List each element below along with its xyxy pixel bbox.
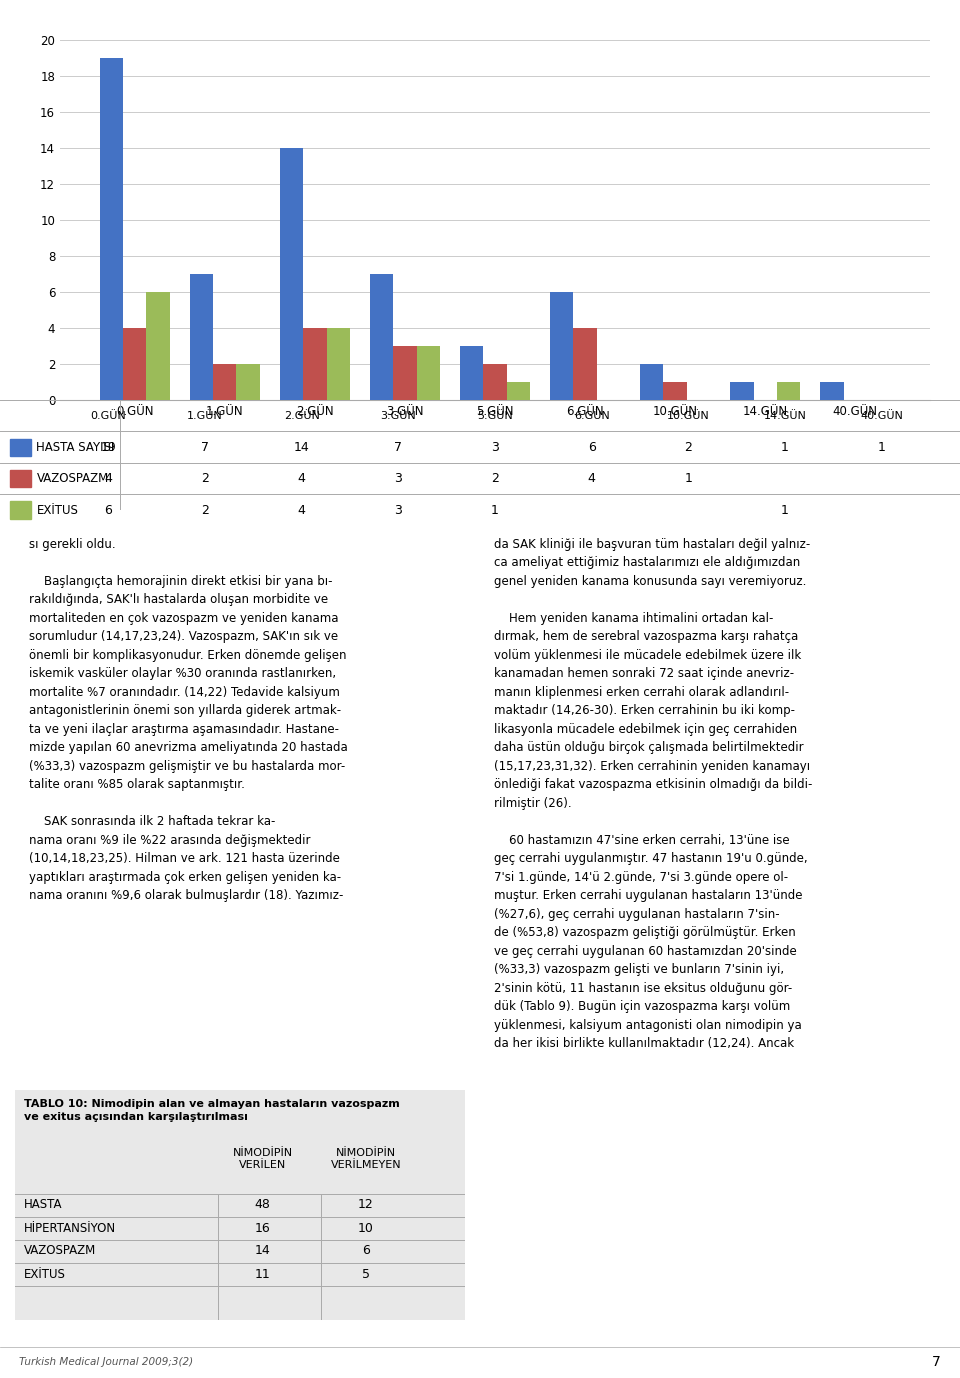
Bar	[190, 274, 213, 400]
Text: 2: 2	[684, 441, 692, 453]
Text: 7: 7	[395, 441, 402, 453]
Text: EXİTUS: EXİTUS	[36, 503, 79, 517]
Text: HİPERTANSİYON: HİPERTANSİYON	[24, 1221, 116, 1235]
Bar	[236, 364, 260, 400]
Bar	[731, 382, 754, 400]
Text: NİMODİPİN
VERİLEN: NİMODİPİN VERİLEN	[232, 1148, 293, 1170]
Text: 14: 14	[254, 1244, 271, 1258]
Text: 2.GÜN: 2.GÜN	[284, 411, 320, 420]
Bar	[460, 346, 483, 400]
Bar	[550, 292, 573, 400]
Text: 1.GÜN: 1.GÜN	[187, 411, 223, 420]
Text: NİMODİPİN
VERİLMEYEN: NİMODİPİN VERİLMEYEN	[330, 1148, 401, 1170]
Text: 3: 3	[395, 473, 402, 485]
Text: 2: 2	[201, 503, 209, 517]
Bar	[777, 382, 801, 400]
Text: 7: 7	[201, 441, 209, 453]
Text: 1: 1	[781, 441, 789, 453]
Bar	[279, 147, 303, 400]
Text: HASTA SAYISI: HASTA SAYISI	[36, 441, 115, 453]
Bar	[507, 382, 530, 400]
Text: 0.GÜN: 0.GÜN	[90, 411, 126, 420]
Text: 4: 4	[298, 473, 305, 485]
Text: 7: 7	[932, 1355, 941, 1370]
Text: 5.GÜN: 5.GÜN	[477, 411, 513, 420]
Text: 14: 14	[294, 441, 309, 453]
Text: 10: 10	[358, 1221, 374, 1235]
Text: Turkish Medical Journal 2009;3(2): Turkish Medical Journal 2009;3(2)	[19, 1357, 193, 1367]
Bar	[417, 346, 440, 400]
Bar	[146, 292, 170, 400]
Bar	[303, 328, 326, 400]
Text: 1: 1	[877, 441, 886, 453]
Text: 1: 1	[492, 503, 499, 517]
Text: 19: 19	[101, 441, 116, 453]
Text: 1: 1	[684, 473, 692, 485]
Bar	[213, 364, 236, 400]
Text: 3: 3	[492, 441, 499, 453]
Text: 14.GÜN: 14.GÜN	[763, 411, 806, 420]
Bar	[663, 382, 686, 400]
Text: 12: 12	[358, 1199, 373, 1211]
Bar	[573, 328, 597, 400]
Text: 6.GÜN: 6.GÜN	[574, 411, 610, 420]
Bar	[326, 328, 350, 400]
Text: EXİTUS: EXİTUS	[24, 1268, 66, 1280]
Text: 16: 16	[254, 1221, 271, 1235]
Text: 4: 4	[105, 473, 112, 485]
Text: sı gerekli oldu.

    Başlangıçta hemorajinin direkt etkisi bir yana bı-
rakıldı: sı gerekli oldu. Başlangıçta hemorajinin…	[29, 537, 348, 903]
Text: 6: 6	[362, 1244, 370, 1258]
Text: 4: 4	[588, 473, 595, 485]
Text: VAZOSPAZM: VAZOSPAZM	[36, 473, 108, 485]
Bar	[100, 58, 123, 400]
Text: 3: 3	[395, 503, 402, 517]
Text: HASTA: HASTA	[24, 1199, 62, 1211]
Bar	[123, 328, 146, 400]
Text: 6: 6	[588, 441, 595, 453]
Text: TABLO 9: Cerrahi zamanlama ve vazospazm ile olan ilişkisi.: TABLO 9: Cerrahi zamanlama ve vazospazm …	[12, 12, 545, 28]
Bar	[394, 346, 417, 400]
Text: 6: 6	[105, 503, 112, 517]
Text: 3.GÜN: 3.GÜN	[380, 411, 417, 420]
Text: TABLO 10: Nimodipin alan ve almayan hastaların vazospazm
ve exitus açısından kar: TABLO 10: Nimodipin alan ve almayan hast…	[24, 1100, 399, 1123]
Text: 2: 2	[201, 473, 209, 485]
Text: 48: 48	[254, 1199, 271, 1211]
Bar	[10, 470, 31, 488]
Text: 1: 1	[781, 503, 789, 517]
Text: da SAK kliniği ile başvuran tüm hastaları değil yalnız-
ca ameliyat ettiğimiz ha: da SAK kliniği ile başvuran tüm hastalar…	[494, 537, 813, 1050]
Text: 2: 2	[492, 473, 499, 485]
Bar	[10, 502, 31, 518]
Bar	[820, 382, 844, 400]
Bar	[483, 364, 507, 400]
Text: 5: 5	[362, 1268, 370, 1280]
Text: 10.GÜN: 10.GÜN	[667, 411, 709, 420]
Text: 4: 4	[298, 503, 305, 517]
Bar	[10, 438, 31, 456]
Text: VAZOSPAZM: VAZOSPAZM	[24, 1244, 96, 1258]
Text: 11: 11	[254, 1268, 271, 1280]
Bar	[640, 364, 663, 400]
Text: 40.GÜN: 40.GÜN	[860, 411, 903, 420]
Bar	[370, 274, 394, 400]
